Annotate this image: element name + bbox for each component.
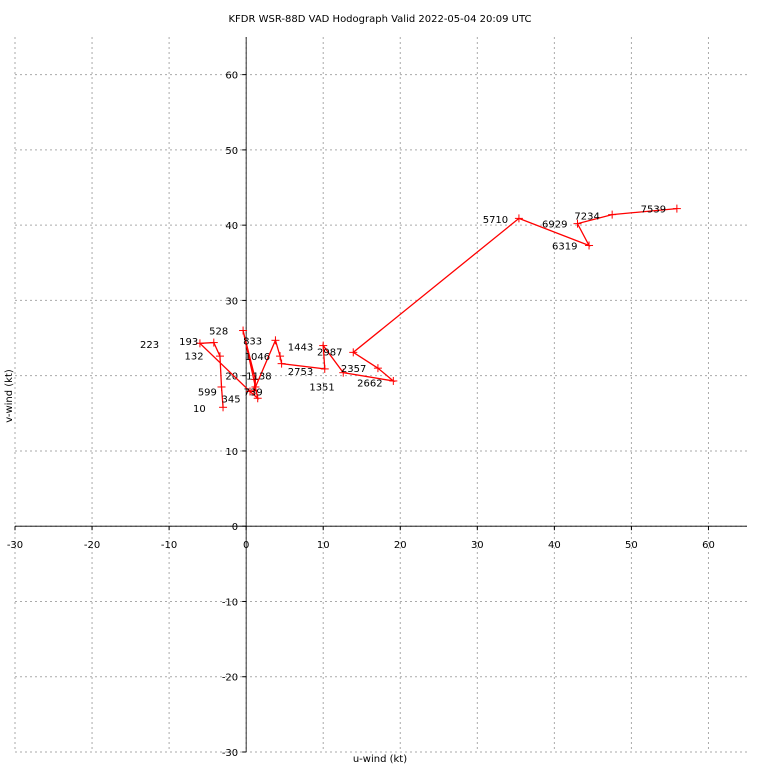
x-tick-label: 60 <box>702 540 715 551</box>
hodograph-point <box>277 359 286 368</box>
hodograph-point <box>389 376 398 385</box>
hodograph-point <box>320 364 329 373</box>
y-tick-label: -10 <box>222 597 238 608</box>
hodograph-point <box>249 386 258 395</box>
hodograph-point <box>246 387 255 396</box>
hodograph-point <box>514 214 523 223</box>
y-tick-label: 0 <box>232 522 238 533</box>
hodograph-point <box>251 382 260 391</box>
x-tick-label: 10 <box>317 540 330 551</box>
hodograph-point <box>251 375 260 384</box>
hodograph-point <box>339 368 348 377</box>
height-label: 2753 <box>288 367 313 378</box>
chart-title: KFDR WSR-88D VAD Hodograph Valid 2022-05… <box>229 14 532 25</box>
x-tick-label: 20 <box>394 540 407 551</box>
height-label: 345 <box>222 394 241 405</box>
hodograph-point <box>276 352 285 361</box>
height-labels: 10 345 599 739 132 193 223 528 833 1046 1138 1443 29… <box>140 205 666 415</box>
height-label: 10 <box>193 404 206 415</box>
height-label: 1046 <box>245 352 270 363</box>
height-label: 1351 <box>309 383 334 394</box>
hodograph-point <box>672 204 681 213</box>
height-label: 528 <box>209 327 228 338</box>
y-axis-label: v-wind (kt) <box>4 369 15 423</box>
height-label: 2987 <box>317 348 342 359</box>
x-tick-label: 0 <box>243 540 249 551</box>
height-label: 1138 <box>246 371 271 382</box>
height-label: 6929 <box>542 220 567 231</box>
hodograph-point <box>253 394 262 403</box>
axes: -30 -20 -10 0 10 20 30 40 50 60 -30 -20 -10 0 10 20 30 40… <box>7 37 747 759</box>
hodograph-point <box>585 241 594 250</box>
y-tick-label: 20 <box>225 372 238 383</box>
x-tick-label: 30 <box>471 540 484 551</box>
hodograph-point <box>215 352 224 361</box>
x-tick-label: -20 <box>84 540 100 551</box>
y-tick-label: -30 <box>222 748 238 759</box>
x-tick-label: -10 <box>161 540 177 551</box>
hodograph-point <box>373 364 382 373</box>
height-label: 223 <box>140 340 159 351</box>
height-label: 6319 <box>552 241 577 252</box>
hodograph-point <box>209 338 218 347</box>
height-label: 739 <box>244 387 263 398</box>
height-label: 7539 <box>641 205 666 216</box>
height-label: 132 <box>185 351 204 362</box>
height-label: 193 <box>179 337 198 348</box>
hodograph-point <box>319 341 328 350</box>
hodograph-point <box>608 210 617 219</box>
x-axis-label: u-wind (kt) <box>353 754 407 765</box>
hodograph-point <box>349 348 358 357</box>
hodograph-series <box>195 204 681 412</box>
grid <box>14 37 747 753</box>
x-tick-label: -30 <box>7 540 23 551</box>
y-tick-label: 40 <box>225 221 238 232</box>
y-tick-label: 60 <box>225 71 238 82</box>
hodograph-point <box>217 382 226 391</box>
y-tick-label: 10 <box>225 447 238 458</box>
hodograph-point <box>239 326 248 335</box>
height-label: 5710 <box>483 215 508 226</box>
hodograph-point <box>195 339 204 348</box>
hodograph-point <box>271 336 280 345</box>
x-tick-label: 40 <box>548 540 561 551</box>
height-label: 2662 <box>357 378 382 389</box>
height-label: 7234 <box>574 211 599 222</box>
hodograph-point <box>573 219 582 228</box>
hodograph-point <box>219 403 228 412</box>
y-tick-label: 50 <box>225 146 238 157</box>
height-label: 2357 <box>341 364 366 375</box>
y-tick-label: 30 <box>225 296 238 307</box>
y-tick-label: -20 <box>222 673 238 684</box>
height-label: 1443 <box>288 342 313 353</box>
x-tick-label: 50 <box>625 540 638 551</box>
height-label: 833 <box>243 336 262 347</box>
height-label: 599 <box>198 387 217 398</box>
